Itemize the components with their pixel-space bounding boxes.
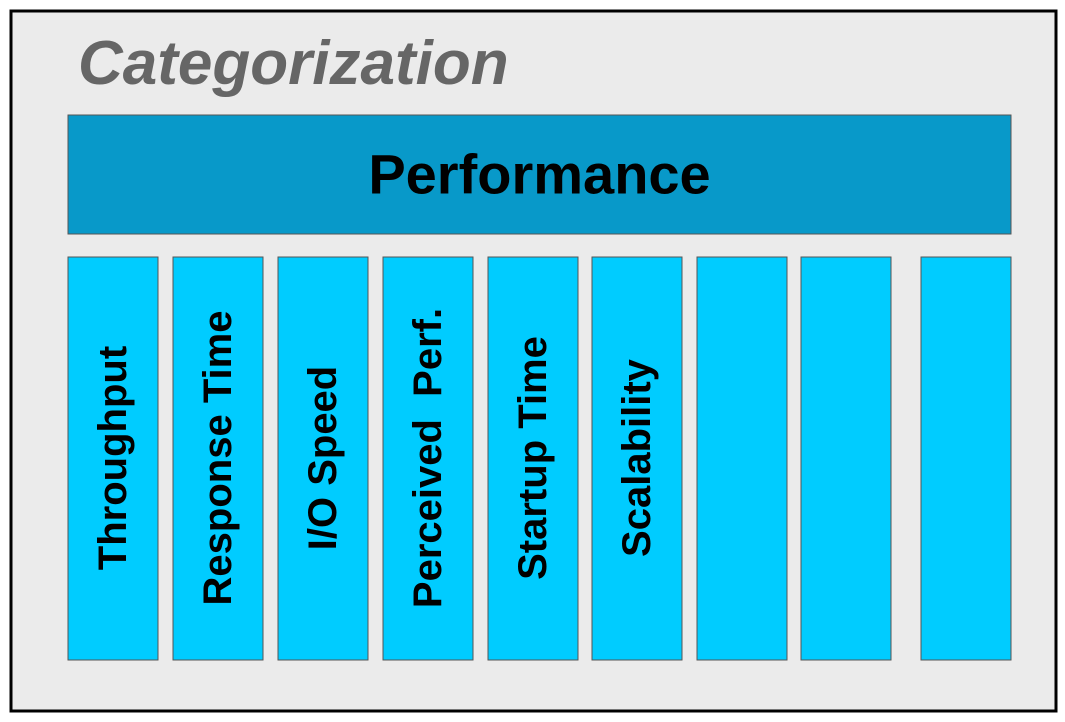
column [67, 256, 159, 661]
empty-column [696, 256, 788, 661]
header-label: Performance [368, 143, 710, 206]
column-label: Response Time [196, 311, 240, 606]
empty-column [920, 256, 1012, 661]
title: Categorization [78, 29, 509, 98]
column-label: Perceived Perf. [406, 308, 450, 608]
column-label: I/O Speed [301, 366, 345, 551]
column-label: Throughput [91, 346, 135, 570]
column-label: Scalability [615, 358, 659, 557]
column [277, 256, 369, 661]
empty-column [800, 256, 892, 661]
column [591, 256, 683, 661]
column [487, 256, 579, 661]
column [172, 256, 264, 661]
column-label: Startup Time [511, 336, 555, 580]
column [382, 256, 474, 661]
header-bar [67, 114, 1012, 235]
